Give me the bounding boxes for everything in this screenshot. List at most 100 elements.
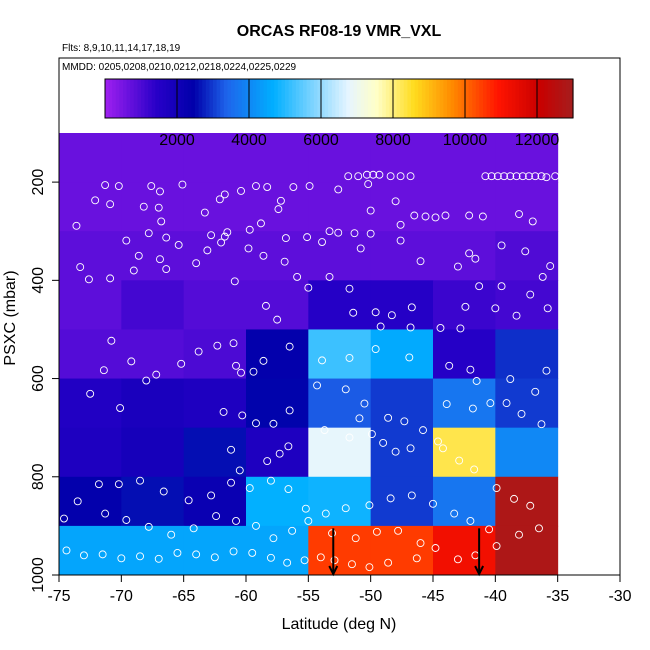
observation-point (266, 476, 275, 485)
observation-point (275, 449, 284, 458)
colorbar-swatch (378, 79, 383, 118)
observation-point (391, 447, 400, 456)
colorbar-swatch (493, 79, 498, 118)
colorbar-swatch (335, 79, 340, 118)
heatmap-cell (246, 182, 309, 232)
observation-point (157, 217, 166, 226)
observation-point (515, 210, 523, 218)
observation-point (303, 233, 312, 242)
colorbar-swatch (562, 79, 567, 118)
colorbar-swatch (565, 79, 570, 118)
heatmap-cell (183, 329, 247, 380)
observation-point (330, 556, 339, 565)
heatmap-cell (246, 133, 309, 183)
colorbar-swatch (425, 79, 430, 118)
observation-point (394, 526, 403, 535)
observation-point (72, 221, 81, 230)
observation-point (551, 172, 560, 181)
observation-point (526, 290, 535, 299)
observation-point (213, 341, 222, 350)
heatmap-cell (59, 280, 122, 330)
heatmap-cell (246, 476, 309, 527)
observation-point (396, 172, 405, 181)
heatmap-cell (121, 378, 185, 429)
observation-point (289, 183, 298, 191)
observation-point (405, 353, 414, 362)
observation-point (178, 180, 187, 189)
observation-point (136, 476, 144, 485)
observation-point (453, 262, 462, 271)
colorbar-swatch (191, 79, 196, 118)
observation-point (229, 547, 238, 556)
colorbar-swatch (144, 79, 149, 118)
observation-point (318, 356, 326, 365)
observation-point (189, 524, 198, 533)
heatmap-cell (495, 133, 559, 183)
observation-point (512, 172, 521, 181)
colorbar-swatch (295, 79, 300, 118)
observation-point (300, 556, 309, 565)
heatmap-cell (433, 525, 496, 576)
observation-point (156, 255, 164, 264)
heatmap-cell (495, 329, 559, 380)
colorbar-swatch (231, 79, 236, 118)
observation-point (341, 504, 350, 513)
observation-point (364, 180, 373, 189)
observation-point (325, 227, 334, 236)
colorbar-swatch (205, 79, 210, 118)
chart-title: ORCAS RF08-19 VMR_VXL (237, 23, 442, 40)
colorbar-swatch (166, 79, 171, 118)
heatmap-cell (433, 231, 496, 281)
observation-point (478, 212, 487, 221)
observation-point (410, 211, 419, 220)
observation-point (320, 426, 329, 435)
x-tick-label: -30 (608, 588, 631, 605)
observation-point (162, 265, 171, 273)
observation-point (521, 247, 530, 256)
observation-point (139, 202, 148, 211)
observation-point (525, 172, 533, 181)
observation-point (194, 347, 203, 356)
x-tick-label: -60 (234, 588, 257, 605)
heatmap-cell (183, 182, 247, 232)
observation-point (62, 546, 71, 555)
observation-point (219, 408, 228, 416)
heatmap-cell (370, 476, 434, 527)
observation-point (366, 206, 375, 215)
observation-point (546, 262, 555, 271)
colorbar-swatch (400, 79, 405, 118)
observation-point (122, 236, 131, 245)
colorbar-swatch (159, 79, 164, 118)
observation-point (273, 315, 282, 324)
observation-point (325, 272, 334, 281)
colorbar-swatch (259, 79, 264, 118)
colorbar-swatch (465, 79, 470, 118)
observation-point (421, 212, 430, 221)
colorbar-swatch (195, 79, 200, 118)
y-tick-label: 600 (30, 365, 47, 392)
colorbar-swatch (540, 79, 545, 118)
observation-point (284, 442, 293, 451)
observation-point (475, 282, 484, 291)
observation-point (280, 257, 289, 266)
heatmap-cell (308, 476, 372, 527)
observation-point (229, 339, 238, 348)
observation-point (293, 272, 302, 281)
colorbar-swatch (321, 79, 326, 118)
observation-point (506, 172, 515, 181)
colorbar-swatch (382, 79, 387, 118)
observation-point (386, 494, 395, 503)
colorbar-swatch (544, 79, 549, 118)
colorbar-swatch (270, 79, 275, 118)
observation-point (142, 376, 151, 385)
observation-point (497, 241, 506, 250)
colorbar: 2000 4000 6000 8000 10000 12000 (104, 78, 574, 149)
observation-point (154, 203, 163, 212)
observation-point (604, 172, 613, 181)
heatmap-cell (59, 329, 122, 380)
observation-point (492, 484, 501, 493)
observation-point (177, 359, 186, 368)
colorbar-swatch (349, 79, 354, 118)
observation-point (396, 220, 405, 229)
colorbar-swatch (180, 79, 185, 118)
